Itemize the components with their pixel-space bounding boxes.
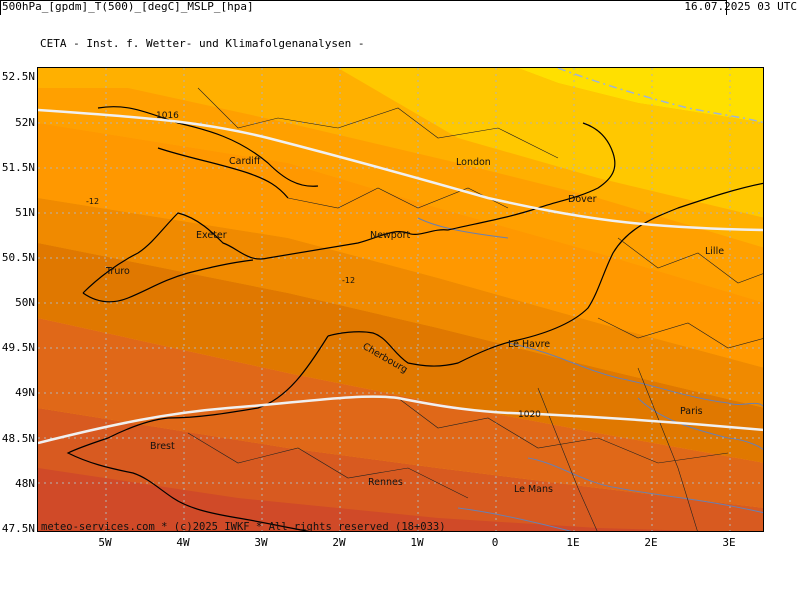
city-label-le-havre: Le Havre: [508, 339, 550, 350]
lat-label: 51.5N: [1, 161, 35, 174]
lon-label: 5W: [98, 536, 112, 549]
copyright-footer: meteo-services.com * (c)2025 IWKF * All …: [41, 521, 446, 532]
lon-label: 3E: [722, 536, 736, 549]
lat-label: 52.5N: [1, 70, 35, 83]
map-title: CETA - Inst. f. Wetter- und Klimafolgena…: [40, 37, 365, 50]
city-label-london: London: [456, 157, 491, 168]
city-label-newport: Newport: [370, 230, 410, 241]
lon-label: 4W: [176, 536, 190, 549]
band-3: [38, 88, 763, 303]
band-2: [338, 68, 763, 218]
band-5: [38, 198, 763, 408]
rivers: [417, 217, 763, 531]
lon-label: 3W: [254, 536, 268, 549]
field-description: 500hPa_[gpdm]_T(500)_[degC]_MSLP_[hpa]: [2, 0, 254, 13]
isobar-label-1016: 1016: [156, 111, 179, 121]
city-label-lille: Lille: [705, 246, 724, 257]
temp-label: -12: [86, 197, 99, 206]
city-label-paris: Paris: [680, 406, 703, 417]
lat-label: 51N: [15, 206, 35, 219]
valid-datetime: 16.07.2025 03 UTC: [684, 0, 797, 13]
city-label-exeter: Exeter: [196, 230, 227, 241]
subtitle-bar: 500hPa_[gpdm]_T(500)_[degC]_MSLP_[hpa] 1…: [0, 0, 797, 15]
lon-label: 2E: [644, 536, 658, 549]
lat-label: 50N: [15, 296, 35, 309]
isobar-label-1020: 1020: [518, 410, 541, 420]
band-coldest: [38, 468, 699, 531]
lon-label: 2W: [332, 536, 346, 549]
lat-label: 49.5N: [1, 341, 35, 354]
city-label-le-mans: Le Mans: [514, 484, 553, 495]
city-label-brest: Brest: [150, 441, 175, 452]
isobar-1016: [38, 108, 763, 232]
city-label-dover: Dover: [568, 194, 597, 205]
lat-label: 52N: [15, 116, 35, 129]
weather-map: 1016 1020 -12 -12 Cardiff London Dover E…: [37, 67, 764, 532]
temp-label: -12: [342, 276, 355, 285]
coastlines: [66, 106, 763, 531]
city-label-truro: Truro: [105, 266, 130, 277]
jet-line: [557, 68, 763, 124]
admin-borders: [187, 87, 763, 531]
city-label-rennes: Rennes: [368, 477, 403, 488]
lon-label: 1W: [410, 536, 424, 549]
lat-lon-grid: [38, 68, 763, 531]
band-4: [38, 123, 763, 368]
map-canvas: 1016 1020 -12 -12 Cardiff London Dover E…: [38, 68, 763, 532]
isobar-1020: [38, 395, 763, 445]
lat-label: 48.5N: [1, 432, 35, 445]
band-7: [38, 318, 763, 508]
lat-label: 50.5N: [1, 251, 35, 264]
lat-label: 47.5N: [1, 522, 35, 535]
band-6: [38, 243, 763, 463]
city-label-cardiff: Cardiff: [229, 156, 261, 167]
lon-label: 1E: [566, 536, 580, 549]
lat-label: 48N: [15, 477, 35, 490]
band-warmest: [518, 68, 763, 123]
lat-label: 49N: [15, 386, 35, 399]
lon-label: 0: [491, 536, 499, 549]
